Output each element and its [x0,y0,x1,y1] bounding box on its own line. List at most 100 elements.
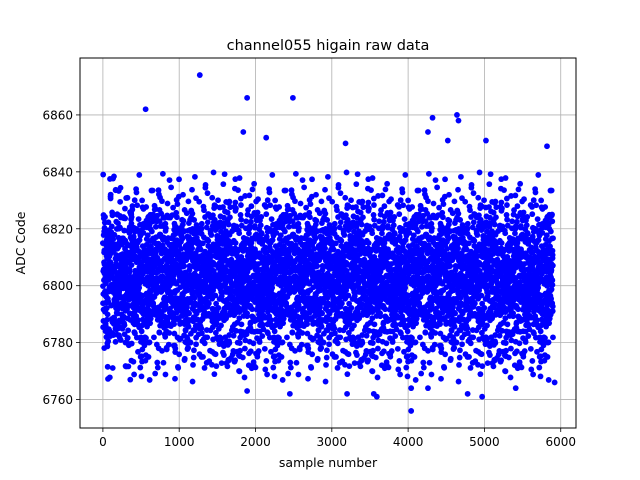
data-point [323,361,329,368]
data-point [238,222,245,229]
data-point [236,309,243,315]
data-point [204,219,211,226]
data-point [128,214,135,220]
data-point [184,304,190,311]
data-point [467,365,474,371]
data-point [218,360,225,367]
data-point [331,325,338,332]
data-point [317,304,323,311]
data-point [446,217,453,224]
data-point [237,347,243,354]
data-point [255,348,262,354]
data-point [136,237,143,243]
data-point [405,197,412,204]
data-point [399,189,406,196]
data-point [185,198,192,205]
data-point [196,198,203,205]
data-point [322,378,329,385]
data-point [235,304,242,311]
data-point [279,377,286,383]
data-point [190,354,197,361]
data-point [193,341,199,348]
data-point [201,340,208,347]
data-point [312,235,319,242]
data-point [305,345,312,352]
data-point [198,220,205,227]
data-point [337,219,344,226]
data-point [162,306,169,312]
data-point [242,337,249,344]
data-point [411,354,418,360]
chart-title: channel055 higain raw data [227,38,430,54]
data-point [292,198,298,205]
data-point [409,204,416,210]
data-point [311,245,317,252]
data-point [381,203,388,210]
data-point [107,191,114,198]
data-point [264,249,270,255]
data-point [128,220,135,227]
data-point [286,246,293,252]
data-point [159,170,166,177]
data-point [470,334,477,341]
data-point [138,373,145,380]
data-point [333,353,339,360]
data-point [359,340,366,346]
data-point [134,202,141,209]
data-point [296,346,303,353]
data-point [122,205,128,212]
data-point [297,200,304,207]
data-point [183,210,190,217]
data-point [329,198,336,205]
data-point [344,371,351,378]
data-point [148,228,155,235]
data-point [377,313,384,320]
data-point [172,345,179,352]
data-point [189,245,196,252]
data-point [201,207,207,214]
data-point [171,321,177,327]
data-point [242,345,248,352]
data-point [180,217,187,224]
data-point [368,187,374,194]
data-point [392,333,399,339]
data-point [425,170,432,177]
data-point [331,220,338,227]
data-point [162,371,169,378]
data-point [179,235,186,242]
data-point [137,364,144,371]
data-point [233,205,239,212]
data-point [199,240,206,247]
data-point [335,181,342,188]
data-point [112,338,119,345]
data-point [268,216,275,223]
data-point [330,246,337,253]
data-point [289,329,296,336]
data-point [459,341,465,348]
data-point [281,228,288,235]
data-point [210,169,217,176]
data-point [124,194,131,201]
data-point [192,173,198,180]
data-point [147,320,154,327]
data-point [322,245,328,252]
data-point [263,211,270,218]
data-point [270,364,277,371]
data-point [106,374,113,381]
data-point [268,317,275,324]
data-point [213,363,220,370]
data-point [238,216,244,223]
data-point [174,201,181,208]
data-point [467,340,474,347]
data-point [191,347,197,354]
data-point [159,198,165,205]
data-point [131,249,137,255]
data-point [232,199,239,206]
data-point [254,209,261,216]
data-point [295,371,302,378]
data-point [273,229,280,236]
data-point [468,181,475,188]
data-point [104,316,110,323]
data-point [258,213,265,220]
data-point [100,171,107,178]
